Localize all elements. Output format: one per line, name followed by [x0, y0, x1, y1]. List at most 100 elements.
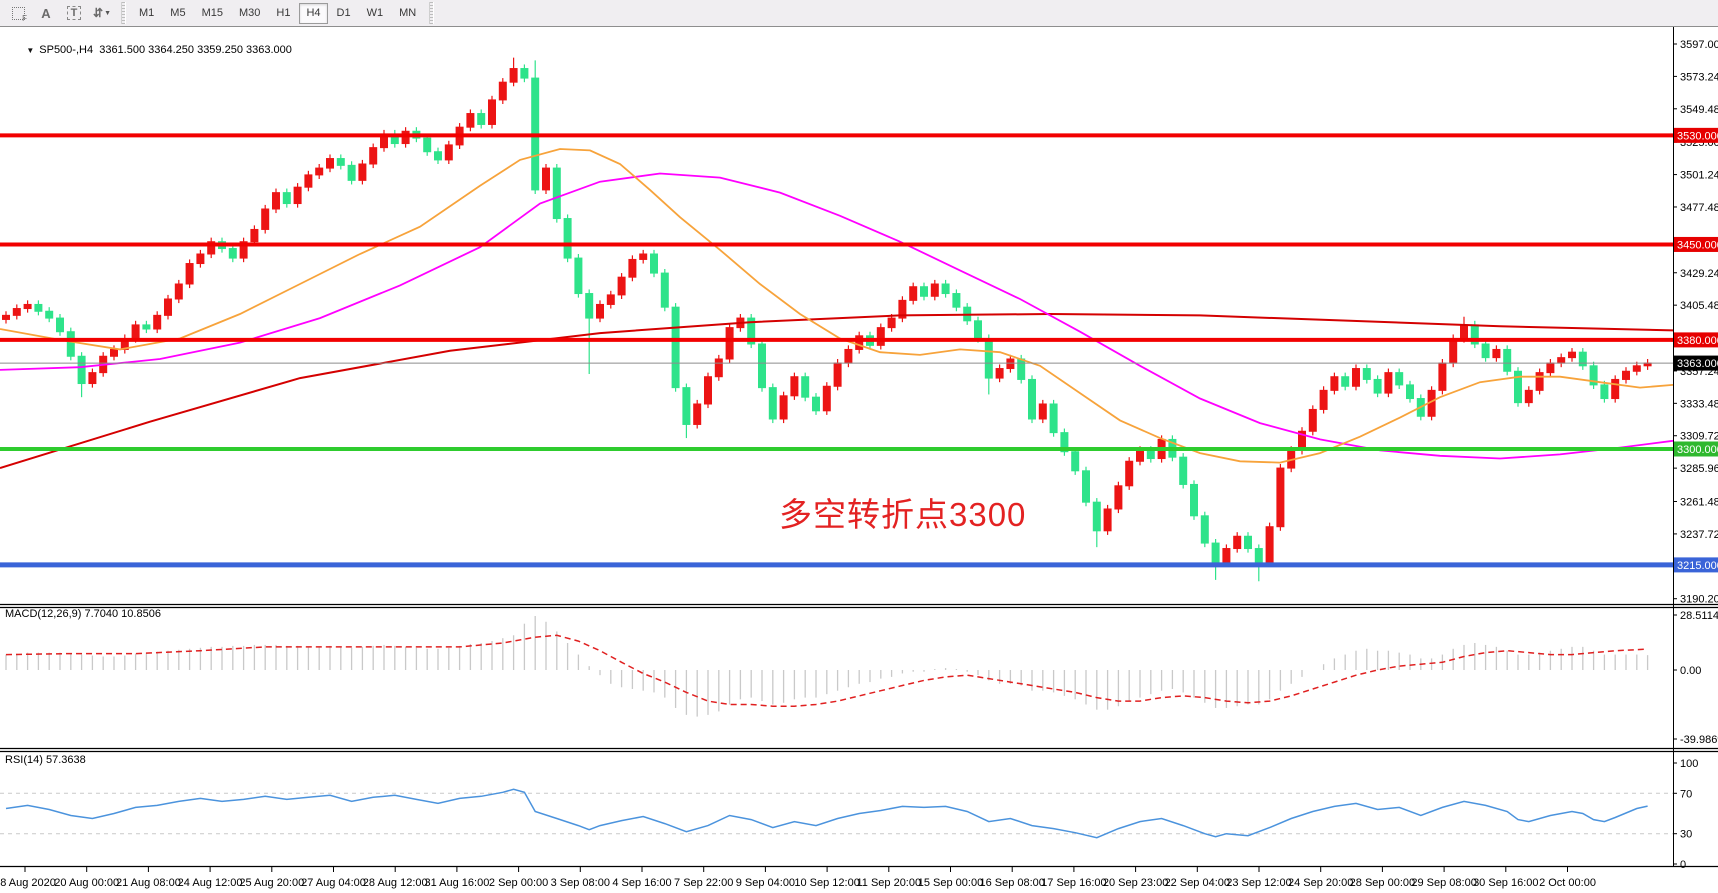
time-tick-label: 18 Aug 2020 [0, 877, 56, 889]
time-tick-label: 3 Sep 08:00 [551, 877, 610, 889]
text-box-tool-icon[interactable]: T [61, 2, 87, 24]
fibonacci-f-label: F [22, 14, 27, 23]
rsi-pane: 100 70 30 0 [0, 758, 1698, 871]
timeframe-button-M30[interactable]: M30 [232, 3, 267, 24]
time-tick-label: 25 Aug 20:00 [239, 877, 304, 889]
arrows-tool-icon[interactable]: ⇵ ▼ [89, 2, 115, 24]
time-tick-label: 22 Sep 04:00 [1165, 877, 1230, 889]
time-tick-label: 27 Aug 04:00 [301, 877, 366, 889]
fibonacci-tool-icon[interactable]: F [5, 2, 31, 24]
price-tick-label: 3429.240 [1680, 268, 1718, 280]
price-tick-label: 3333.480 [1680, 398, 1718, 410]
timeframe-button-W1[interactable]: W1 [360, 3, 391, 24]
arrows-glyph: ⇵ [93, 6, 103, 20]
macd-pane: 28.5114 0.00 -39.9869 [5, 610, 1718, 746]
annotation-text[interactable]: 多空转折点3300 [779, 496, 1027, 533]
macd-signal-line [5, 634, 1648, 707]
macd-axis-label: -39.9869 [1680, 734, 1718, 746]
collapse-triangle-icon[interactable]: ▼ [26, 46, 35, 55]
rsi-axis-label: 0 [1680, 859, 1686, 871]
text-label-tool-icon[interactable]: A [33, 2, 59, 24]
price-badge [1674, 355, 1718, 371]
price-badge [1674, 127, 1718, 143]
ma-fast-line [0, 148, 1674, 464]
timeframe-button-H4[interactable]: H4 [299, 2, 328, 24]
ma-mid-line [0, 172, 1674, 460]
rsi-indicator-label: RSI(14) 57.3638 [5, 754, 86, 766]
price-axis[interactable]: 3597.0003573.2403549.4803525.0003501.240… [1673, 39, 1718, 606]
price-tick-label: 3597.000 [1680, 39, 1718, 51]
timeframe-button-M5[interactable]: M5 [163, 3, 192, 24]
price-tick-label: 3573.240 [1680, 71, 1718, 83]
price-tick-label: 3549.480 [1680, 104, 1718, 116]
time-tick-label: 2 Sep 00:00 [489, 877, 548, 889]
time-tick-label: 10 Sep 12:00 [794, 877, 859, 889]
time-tick-label: 28 Aug 12:00 [363, 877, 428, 889]
price-badge-label: 3363.000 [1677, 358, 1718, 370]
timeframe-button-MN[interactable]: MN [392, 3, 423, 24]
price-tick-label: 3261.480 [1680, 497, 1718, 509]
time-tick-label: 21 Aug 08:00 [116, 877, 181, 889]
price-tick-label: 3405.480 [1680, 300, 1718, 312]
timeframe-button-M1[interactable]: M1 [132, 3, 161, 24]
text-label-glyph: A [41, 5, 51, 21]
symbol-period-label: SP500-,H4 [39, 44, 94, 56]
timeframe-button-D1[interactable]: D1 [330, 3, 358, 24]
price-tick-label: 3285.960 [1680, 463, 1718, 475]
price-tick-label: 3237.720 [1680, 529, 1718, 541]
time-tick-label: 16 Sep 08:00 [979, 877, 1044, 889]
time-tick-label: 28 Sep 00:00 [1350, 877, 1415, 889]
toolbar-separator [429, 2, 435, 24]
chart-area[interactable]: 3597.0003573.2403549.4803525.0003501.240… [0, 27, 1718, 893]
dropdown-caret-icon: ▼ [104, 9, 111, 17]
time-tick-label: 20 Aug 00:00 [54, 877, 119, 889]
price-badge [1674, 236, 1718, 252]
rsi-axis-label: 100 [1680, 758, 1698, 770]
price-tick-label: 3309.720 [1680, 431, 1718, 443]
macd-axis-label: 0.00 [1680, 665, 1701, 677]
timeframe-button-group: M1 M5 M15 M30 H1 H4 D1 W1 MN [131, 2, 424, 24]
time-tick-label: 2 Oct 00:00 [1539, 877, 1596, 889]
candlesticks [2, 57, 1652, 582]
price-badge [1674, 441, 1718, 457]
price-tick-label: 3501.240 [1680, 170, 1718, 182]
fibonacci-grid-glyph [11, 6, 25, 20]
toolbar: F A T ⇵ ▼ M1 M5 M15 M30 H1 H4 D1 W1 MN [0, 0, 1718, 27]
time-tick-label: 24 Aug 12:00 [178, 877, 243, 889]
time-tick-label: 30 Sep 16:00 [1473, 877, 1538, 889]
rsi-axis-label: 70 [1680, 788, 1692, 800]
timeframe-button-M15[interactable]: M15 [195, 3, 230, 24]
macd-axis-label: 28.5114 [1680, 610, 1718, 622]
time-tick-label: 24 Sep 20:00 [1288, 877, 1353, 889]
text-box-glyph: T [66, 6, 82, 20]
time-tick-label: 15 Sep 00:00 [918, 877, 983, 889]
time-tick-label: 23 Sep 12:00 [1226, 877, 1291, 889]
time-tick-label: 20 Sep 23:00 [1103, 877, 1168, 889]
time-tick-label: 17 Sep 16:00 [1041, 877, 1106, 889]
price-badge-label: 3300.000 [1677, 444, 1718, 456]
price-badge [1674, 332, 1718, 348]
price-badge [1674, 557, 1718, 573]
price-badge-label: 3530.000 [1677, 130, 1718, 142]
toolbar-separator [121, 2, 126, 24]
time-tick-label: 4 Sep 16:00 [612, 877, 671, 889]
rsi-line [5, 788, 1648, 839]
time-tick-label: 7 Sep 22:00 [674, 877, 733, 889]
price-badge-label: 3215.000 [1677, 560, 1718, 572]
time-tick-label: 29 Sep 08:00 [1411, 877, 1476, 889]
macd-indicator-label: MACD(12,26,9) 7.7040 10.8506 [5, 608, 161, 620]
symbol-ohlc-readout[interactable]: ▼ SP500-,H4 3361.500 3364.250 3359.250 33… [8, 32, 292, 68]
time-tick-label: 9 Sep 04:00 [736, 877, 795, 889]
ma-slow-line [0, 312, 1674, 470]
time-tick-label: 11 Sep 20:00 [856, 877, 921, 889]
chart-canvas[interactable]: 3597.0003573.2403549.4803525.0003501.240… [0, 27, 1718, 893]
timeframe-button-H1[interactable]: H1 [269, 3, 297, 24]
price-badge-label: 3450.000 [1677, 239, 1718, 251]
ohlc-values: 3361.500 3364.250 3359.250 3363.000 [99, 44, 292, 56]
price-tick-label: 3477.480 [1680, 202, 1718, 214]
price-tick-label: 3190.200 [1680, 594, 1718, 606]
horizontal-level-lines[interactable] [0, 133, 1673, 568]
rsi-axis-label: 30 [1680, 829, 1692, 841]
